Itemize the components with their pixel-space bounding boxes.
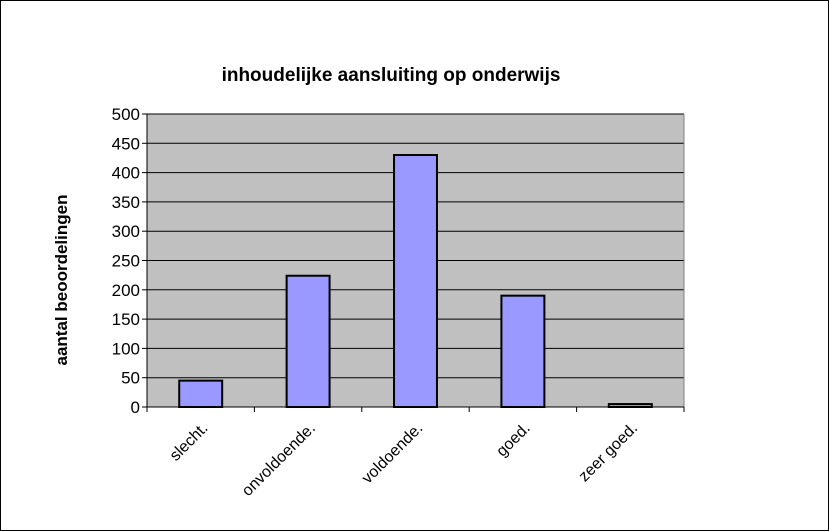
chart-title: inhoudelijke aansluiting op onderwijs [222,65,561,86]
y-tick-label: 400 [112,164,140,183]
y-tick-label: 500 [112,105,140,124]
axes [142,113,685,412]
x-tick-label: onvoldoende. [239,420,319,500]
x-tick-labels: slecht. onvoldoende. voldoende. goed. zeer g… [167,420,641,500]
y-tick-label: 450 [112,134,140,153]
y-tick-labels: 0 50 100 150 200 250 300 350 400 450 500 [112,105,140,417]
y-tick-label: 0 [131,398,140,417]
y-tick-label: 200 [112,281,140,300]
bar-3 [500,294,546,408]
y-tick-label: 300 [112,222,140,241]
y-tick-label: 350 [112,193,140,212]
bars [178,154,653,409]
y-axis-label: aantal beoordelingen [52,195,71,366]
bar-2 [393,154,438,408]
x-tick-label: slecht. [167,420,212,465]
x-tick-label: zeer goed. [576,420,641,485]
y-tick-label: 150 [112,310,140,329]
bar-0 [178,379,224,409]
y-tick-label: 250 [112,252,140,271]
x-tick-label: goed. [493,420,533,460]
y-tick-label: 100 [112,339,140,358]
bar-1 [285,274,331,408]
x-tick-label: voldoende. [359,420,426,487]
y-tick-label: 50 [121,369,140,388]
